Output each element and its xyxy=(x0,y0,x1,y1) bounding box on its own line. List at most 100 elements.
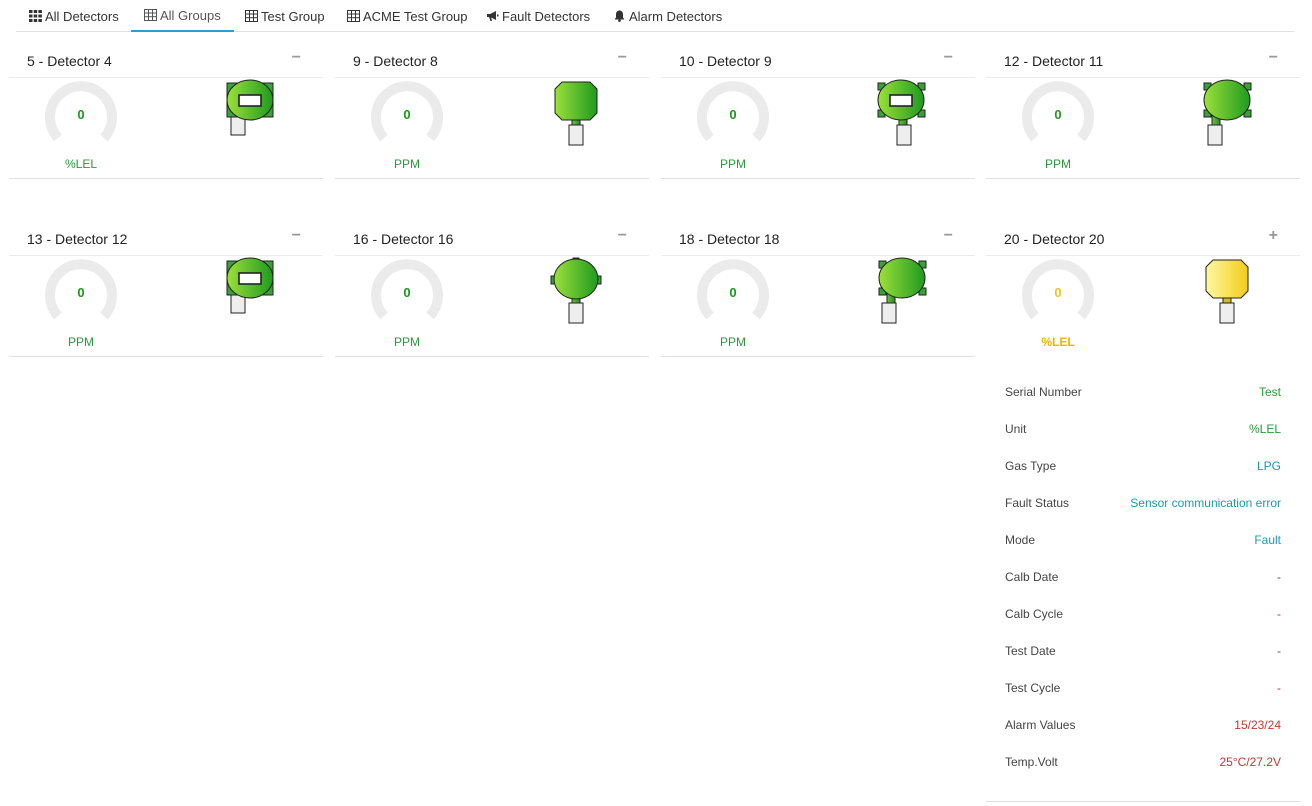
gauge-value: 0 xyxy=(729,285,737,300)
panel-title: 16 - Detector 16 xyxy=(353,231,454,247)
detector-device-icon[interactable] xyxy=(221,257,281,331)
gauge xyxy=(45,81,117,142)
detail-label: Alarm Values xyxy=(1005,718,1076,732)
tab-label: Test Group xyxy=(261,8,325,24)
gauge-value: 0 xyxy=(403,285,411,300)
unit-label: PPM xyxy=(1044,157,1071,171)
panel-title: 9 - Detector 8 xyxy=(353,53,438,69)
panel-header: 5 - Detector 4 − xyxy=(9,44,323,78)
detail-label: Test Date xyxy=(1005,644,1056,658)
group-tabs: All Detectors All Groups Test Group ACME… xyxy=(16,0,1294,32)
detail-value: %LEL xyxy=(1248,422,1281,436)
panel-header: 13 - Detector 12 − xyxy=(9,222,323,256)
panel-body: 0 %LEL xyxy=(9,79,323,179)
panel-body: 0 PPM xyxy=(661,79,975,179)
tab-all-groups[interactable]: All Groups xyxy=(131,0,234,32)
detail-value: Sensor communication error xyxy=(1130,496,1281,510)
detail-value: Fault xyxy=(1254,533,1281,547)
detail-label: Calb Date xyxy=(1005,570,1059,584)
panel-title: 13 - Detector 12 xyxy=(27,231,128,247)
panel-header: 20 - Detector 20 + xyxy=(986,222,1300,256)
panel-body: 0 %LEL xyxy=(986,257,1300,357)
unit-label: %LEL xyxy=(1041,335,1075,349)
gauge-value: 0 xyxy=(1054,107,1062,122)
collapse-button[interactable]: − xyxy=(943,227,953,244)
gauge xyxy=(371,81,443,142)
detail-row-test-date: Test Date - xyxy=(986,634,1300,671)
tab-label: All Groups xyxy=(160,7,221,23)
gauge xyxy=(1022,81,1094,142)
unit-label: PPM xyxy=(67,335,94,349)
unit-label: %LEL xyxy=(64,157,98,171)
detail-label: Unit xyxy=(1005,422,1027,436)
panel-header: 10 - Detector 9 − xyxy=(661,44,975,78)
detector-device-icon[interactable] xyxy=(221,79,281,153)
gauge xyxy=(697,81,769,142)
panel-body: 0 PPM xyxy=(335,257,649,357)
detail-value: 25°C/27.2V xyxy=(1219,755,1281,769)
detail-value: - xyxy=(1277,681,1281,695)
detail-row-test-cycle: Test Cycle - xyxy=(986,671,1300,708)
bell-icon xyxy=(614,10,625,22)
detail-label: Mode xyxy=(1005,533,1036,547)
detail-row-temp-volt: Temp.Volt 25°C/27.2V xyxy=(986,745,1300,782)
detail-label: Temp.Volt xyxy=(1005,755,1058,769)
gauge-value: 0 xyxy=(77,285,85,300)
detail-row-alarm-values: Alarm Values 15/23/24 xyxy=(986,708,1300,745)
panel-body: 0 PPM xyxy=(986,79,1300,179)
detail-label: Test Cycle xyxy=(1005,681,1061,695)
collapse-button[interactable]: − xyxy=(617,49,627,66)
tab-fault-detectors[interactable]: Fault Detectors xyxy=(486,0,590,32)
gauge xyxy=(371,259,443,320)
tab-test-group[interactable]: Test Group xyxy=(245,0,325,32)
detail-row-calb-date: Calb Date - xyxy=(986,560,1300,597)
detail-value: Test xyxy=(1258,385,1281,399)
panel-title: 20 - Detector 20 xyxy=(1004,231,1105,247)
collapse-button[interactable]: − xyxy=(943,49,953,66)
detail-row-unit: Unit %LEL xyxy=(986,412,1300,449)
tab-label: Alarm Detectors xyxy=(629,8,723,24)
detail-row-serial-number: Serial Number Test xyxy=(986,375,1300,412)
collapse-button[interactable]: − xyxy=(291,227,301,244)
detail-value: - xyxy=(1277,570,1281,584)
collapse-button[interactable]: − xyxy=(617,227,627,244)
detector-device-icon[interactable] xyxy=(547,79,607,153)
gauge-value: 0 xyxy=(1054,285,1062,300)
unit-label: PPM xyxy=(393,335,420,349)
detector-device-icon[interactable] xyxy=(1198,79,1258,153)
gauge xyxy=(1022,259,1094,320)
panel-title: 12 - Detector 11 xyxy=(1004,53,1104,69)
tab-label: ACME Test Group xyxy=(363,8,468,24)
table-icon xyxy=(347,10,360,22)
panel-header: 18 - Detector 18 − xyxy=(661,222,975,256)
gauge xyxy=(45,259,117,320)
detector-device-icon[interactable] xyxy=(1198,257,1258,331)
detail-row-mode: Mode Fault xyxy=(986,523,1300,560)
detail-label: Gas Type xyxy=(1005,459,1057,473)
tab-label: All Detectors xyxy=(45,8,119,24)
detail-label: Serial Number xyxy=(1005,385,1082,399)
detector-device-icon[interactable] xyxy=(547,257,607,331)
gauge-value: 0 xyxy=(77,107,85,122)
collapse-button[interactable]: − xyxy=(291,49,301,66)
expand-button[interactable]: + xyxy=(1268,227,1278,244)
megaphone-icon xyxy=(487,11,499,21)
detail-value: LPG xyxy=(1256,459,1281,473)
collapse-button[interactable]: − xyxy=(1268,49,1278,66)
panel-header: 16 - Detector 16 − xyxy=(335,222,649,256)
tab-label: Fault Detectors xyxy=(502,8,591,24)
detail-label: Calb Cycle xyxy=(1005,607,1064,621)
gauge xyxy=(697,259,769,320)
detector-device-icon[interactable] xyxy=(873,79,933,153)
tab-all-detectors[interactable]: All Detectors xyxy=(29,0,119,32)
detail-value: - xyxy=(1277,607,1281,621)
gauge-value: 0 xyxy=(729,107,737,122)
tab-acme-test-group[interactable]: ACME Test Group xyxy=(347,0,468,32)
unit-label: PPM xyxy=(719,335,746,349)
panel-title: 18 - Detector 18 xyxy=(679,231,780,247)
unit-label: PPM xyxy=(393,157,420,171)
detector-device-icon[interactable] xyxy=(873,257,933,331)
unit-label: PPM xyxy=(719,157,746,171)
detail-row-gas-type: Gas Type LPG xyxy=(986,449,1300,486)
tab-alarm-detectors[interactable]: Alarm Detectors xyxy=(613,0,722,32)
